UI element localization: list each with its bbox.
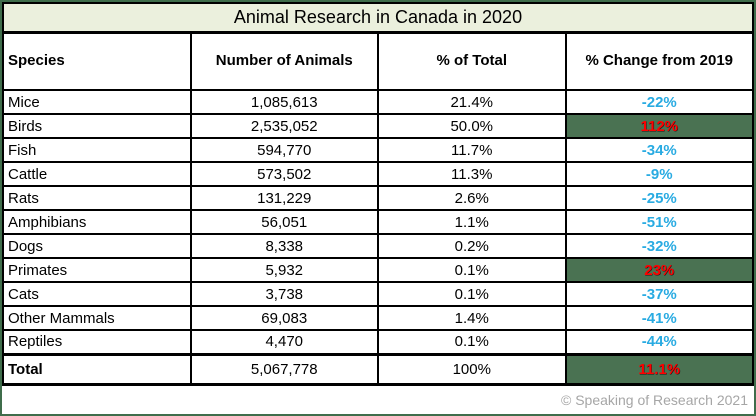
change-cell: -34% <box>564 137 754 163</box>
species-cell: Reptiles <box>2 329 192 355</box>
change-cell: -41% <box>564 305 754 331</box>
copyright-footer: © Speaking of Research 2021 <box>2 385 754 414</box>
header-row: Species Number of Animals % of Total % C… <box>2 31 754 91</box>
count-cell: 69,083 <box>189 305 379 331</box>
table-row: Mice 1,085,613 21.4% -22% <box>2 89 754 115</box>
count-cell: 2,535,052 <box>189 113 379 139</box>
species-cell: Mice <box>2 89 192 115</box>
column-header-number-of-animals: Number of Animals <box>189 31 379 91</box>
pct-cell: 21.4% <box>377 89 567 115</box>
pct-cell: 0.2% <box>377 233 567 259</box>
table-row: Other Mammals 69,083 1.4% -41% <box>2 305 754 331</box>
change-cell: 11.1% <box>564 352 754 386</box>
species-cell: Birds <box>2 113 192 139</box>
change-cell: -9% <box>564 161 754 187</box>
pct-cell: 0.1% <box>377 329 567 355</box>
count-cell: 8,338 <box>189 233 379 259</box>
species-cell: Amphibians <box>2 209 192 235</box>
pct-cell: 11.3% <box>377 161 567 187</box>
animal-research-table: Animal Research in Canada in 2020 Specie… <box>2 2 754 386</box>
change-cell: 112% <box>564 113 754 139</box>
change-cell: -37% <box>564 281 754 307</box>
table-row: Primates 5,932 0.1% 23% <box>2 257 754 283</box>
species-cell: Dogs <box>2 233 192 259</box>
total-row: Total 5,067,778 100% 11.1% <box>2 352 754 386</box>
table-row: Reptiles 4,470 0.1% -44% <box>2 329 754 355</box>
table-row: Rats 131,229 2.6% -25% <box>2 185 754 211</box>
count-cell: 131,229 <box>189 185 379 211</box>
pct-cell: 100% <box>377 352 567 386</box>
count-cell: 3,738 <box>189 281 379 307</box>
pct-cell: 2.6% <box>377 185 567 211</box>
count-cell: 594,770 <box>189 137 379 163</box>
pct-cell: 50.0% <box>377 113 567 139</box>
table-row: Cats 3,738 0.1% -37% <box>2 281 754 307</box>
pct-cell: 1.4% <box>377 305 567 331</box>
table-row: Fish 594,770 11.7% -34% <box>2 137 754 163</box>
change-cell: -32% <box>564 233 754 259</box>
change-cell: -44% <box>564 329 754 355</box>
species-cell: Cats <box>2 281 192 307</box>
change-cell: -22% <box>564 89 754 115</box>
species-cell: Cattle <box>2 161 192 187</box>
species-cell: Other Mammals <box>2 305 192 331</box>
column-header-species: Species <box>2 31 192 91</box>
table-row: Birds 2,535,052 50.0% 112% <box>2 113 754 139</box>
pct-cell: 1.1% <box>377 209 567 235</box>
species-cell: Rats <box>2 185 192 211</box>
count-cell: 5,067,778 <box>189 352 379 386</box>
count-cell: 56,051 <box>189 209 379 235</box>
species-cell: Primates <box>2 257 192 283</box>
change-cell: -25% <box>564 185 754 211</box>
table-row: Cattle 573,502 11.3% -9% <box>2 161 754 187</box>
count-cell: 573,502 <box>189 161 379 187</box>
pct-cell: 0.1% <box>377 257 567 283</box>
change-cell: -51% <box>564 209 754 235</box>
count-cell: 4,470 <box>189 329 379 355</box>
species-cell: Fish <box>2 137 192 163</box>
table-title: Animal Research in Canada in 2020 <box>2 2 754 34</box>
column-header-percent-of-total: % of Total <box>377 31 567 91</box>
total-label: Total <box>2 352 192 386</box>
pct-cell: 0.1% <box>377 281 567 307</box>
title-row: Animal Research in Canada in 2020 <box>2 2 754 34</box>
table-row: Dogs 8,338 0.2% -32% <box>2 233 754 259</box>
count-cell: 1,085,613 <box>189 89 379 115</box>
table-row: Amphibians 56,051 1.1% -51% <box>2 209 754 235</box>
pct-cell: 11.7% <box>377 137 567 163</box>
copyright-text: © Speaking of Research 2021 <box>561 391 748 408</box>
change-cell: 23% <box>564 257 754 283</box>
column-header-percent-change: % Change from 2019 <box>564 31 754 91</box>
count-cell: 5,932 <box>189 257 379 283</box>
